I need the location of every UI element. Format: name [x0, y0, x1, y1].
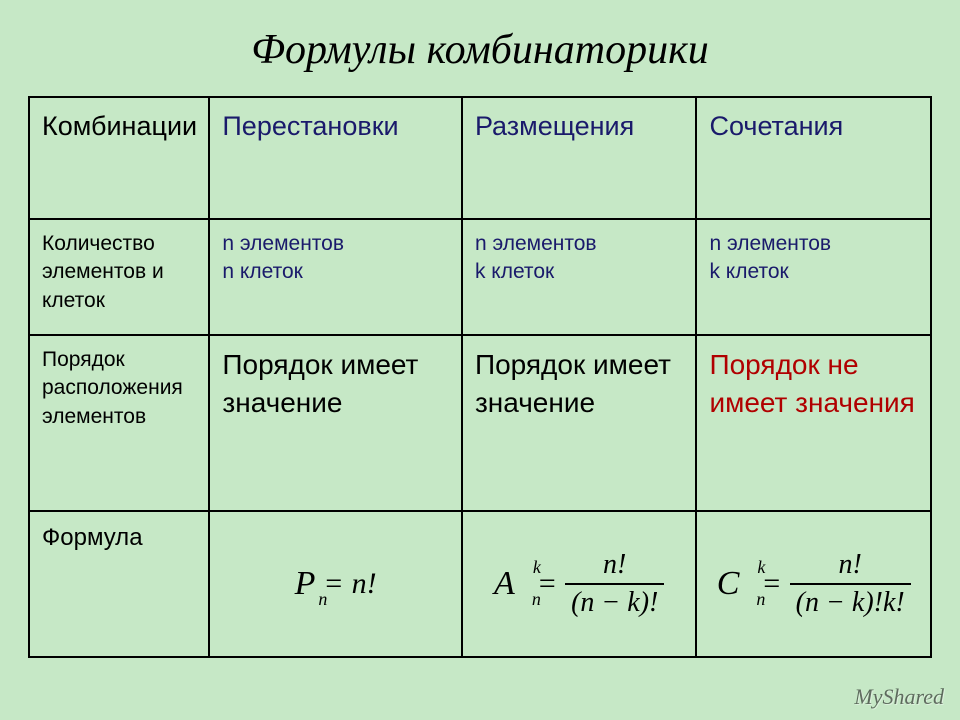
- A-den: (n − k)!: [565, 587, 664, 619]
- A-base: A: [494, 565, 515, 602]
- slide: Формулы комбинаторики Комбинации Переста…: [0, 0, 960, 720]
- head-label: Комбинации: [29, 97, 209, 219]
- slide-title: Формулы комбинаторики: [28, 26, 932, 74]
- A-sub: n: [532, 587, 541, 611]
- P-rhs: n!: [352, 564, 377, 605]
- count-combinations: n элементов k клеток: [696, 219, 931, 335]
- formula-combinations: C k n = n! (n − k)!k!: [696, 511, 931, 657]
- count-label: Количество элементов и клеток: [29, 219, 209, 335]
- table-row-order: Порядок расположения элементов Порядок и…: [29, 335, 931, 511]
- head-combinations: Сочетания: [696, 97, 931, 219]
- count-c1-line1: n элементов: [222, 232, 344, 255]
- count-c3-line2: k клеток: [709, 260, 788, 283]
- P-base: P: [295, 565, 316, 602]
- A-num: n!: [597, 549, 632, 581]
- table-row-count: Количество элементов и клеток n элементо…: [29, 219, 931, 335]
- C-num: n!: [833, 549, 868, 581]
- order-label: Порядок расположения элементов: [29, 335, 209, 511]
- fraction-bar: [565, 583, 664, 585]
- table-row-head: Комбинации Перестановки Размещения Сочет…: [29, 97, 931, 219]
- count-c2-line1: n элементов: [475, 232, 597, 255]
- formula-permutations: P n = n!: [209, 511, 462, 657]
- count-arrangements: n элементов k клеток: [462, 219, 697, 335]
- C-base: C: [717, 565, 740, 602]
- count-c3-line1: n элементов: [709, 232, 831, 255]
- C-den: (n − k)!k!: [790, 587, 911, 619]
- A-sup: k: [533, 555, 541, 579]
- table-row-formula: Формула P n = n! A k n: [29, 511, 931, 657]
- count-permutations: n элементов n клеток: [209, 219, 462, 335]
- count-c1-line2: n клеток: [222, 260, 302, 283]
- C-sup: k: [757, 555, 765, 579]
- order-permutations: Порядок имеет значение: [209, 335, 462, 511]
- formula-arrangements: A k n = n! (n − k)!: [462, 511, 697, 657]
- count-c2-line2: k клеток: [475, 260, 554, 283]
- P-sub: n: [318, 587, 327, 611]
- order-arrangements: Порядок имеет значение: [462, 335, 697, 511]
- head-permutations: Перестановки: [209, 97, 462, 219]
- formula-label: Формула: [29, 511, 209, 657]
- order-combinations: Порядок не имеет значения: [696, 335, 931, 511]
- C-sub: n: [756, 587, 765, 611]
- fraction-bar: [790, 583, 911, 585]
- combinatorics-table: Комбинации Перестановки Размещения Сочет…: [28, 96, 932, 658]
- head-arrangements: Размещения: [462, 97, 697, 219]
